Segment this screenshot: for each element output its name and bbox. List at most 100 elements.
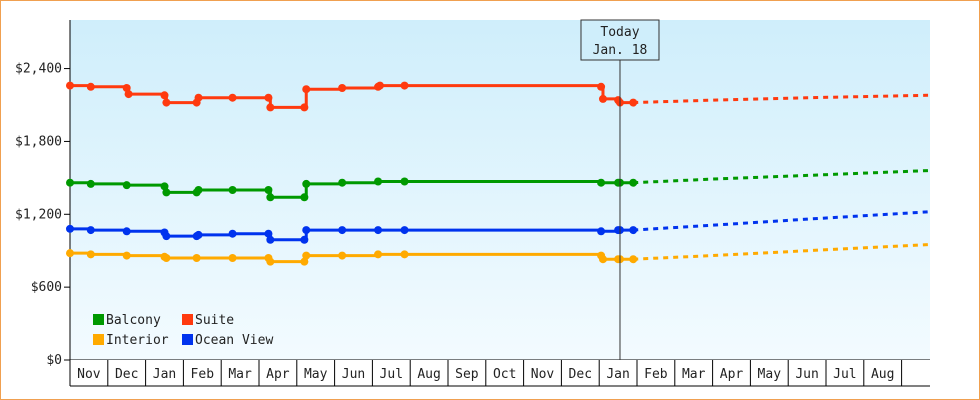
x-tick-label: Nov <box>531 367 555 382</box>
data-point-interior <box>598 255 607 264</box>
data-point-ocean-view <box>338 226 347 235</box>
data-point-interior <box>300 257 309 266</box>
data-point-suite <box>194 93 203 102</box>
data-point-balcony <box>86 179 95 188</box>
data-point-balcony <box>374 177 383 186</box>
y-axis: $0 $600 $1,200 $1,800 $2,400 <box>15 20 71 368</box>
data-point-balcony <box>162 188 171 197</box>
x-tick-label: Jul <box>380 367 403 382</box>
today-date: Jan. 18 <box>593 43 648 58</box>
data-point-balcony <box>160 182 169 191</box>
data-point-suite <box>122 84 131 92</box>
data-point-suite <box>400 81 409 90</box>
x-tick-label: Sep <box>455 367 479 382</box>
data-point-ocean-view <box>66 224 74 233</box>
data-point-ocean-view <box>162 232 171 241</box>
series-interior <box>66 243 929 266</box>
data-point-suite <box>300 103 309 112</box>
data-point-ocean-view <box>228 229 237 238</box>
x-tick-label: Dec <box>115 367 138 382</box>
series-balcony <box>66 169 929 202</box>
data-point-suite <box>338 84 347 92</box>
data-point-interior <box>374 250 383 259</box>
x-tick-label: Jan <box>153 367 176 382</box>
projection-line-ocean-view <box>633 210 929 232</box>
data-point-suite <box>598 94 607 103</box>
data-point-suite <box>266 103 275 112</box>
data-point-suite <box>597 82 606 91</box>
data-point-interior <box>192 254 201 262</box>
y-tick-label: $1,200 <box>15 207 62 222</box>
x-tick-label: Apr <box>266 367 290 382</box>
x-tick-label: Mar <box>228 367 252 382</box>
projection-line-balcony <box>633 169 929 185</box>
data-point-interior <box>228 254 237 262</box>
x-tick-label: Aug <box>871 367 894 382</box>
data-point-ocean-view <box>122 227 131 236</box>
data-point-interior <box>66 249 74 258</box>
data-point-interior <box>122 251 131 260</box>
legend-label-balcony: Balcony <box>106 313 161 328</box>
data-point-balcony <box>597 178 606 187</box>
x-axis-band <box>70 360 930 386</box>
today-label: Today <box>600 25 639 40</box>
data-point-ocean-view <box>300 235 309 244</box>
data-point-balcony <box>122 181 131 190</box>
x-axis: Nov Dec Jan Feb Mar Apr May Jun Jul Aug Sep Oct Nov D… <box>69 359 930 387</box>
x-tick-label: Apr <box>720 367 744 382</box>
y-tick-label: $2,400 <box>15 62 62 77</box>
x-tick-label: Feb <box>644 367 668 382</box>
data-point-balcony <box>266 193 275 202</box>
data-point-suite <box>302 85 311 94</box>
x-tick-label: Dec <box>569 367 592 382</box>
x-tick-label: Nov <box>77 367 101 382</box>
data-point-suite <box>228 93 237 102</box>
legend-swatch-balcony <box>93 314 104 325</box>
series-suite <box>66 81 929 112</box>
legend-label-ocean-view: Ocean View <box>195 333 273 348</box>
today-box <box>580 19 660 61</box>
data-point-balcony <box>66 178 74 187</box>
data-point-suite <box>375 81 384 90</box>
data-point-ocean-view <box>264 229 273 238</box>
x-tick-label: May <box>304 367 328 382</box>
projection-line-suite <box>633 93 929 105</box>
data-point-ocean-view <box>597 227 606 236</box>
x-tick-label: May <box>758 367 782 382</box>
legend-label-suite: Suite <box>195 313 234 328</box>
y-tick-label: $600 <box>31 280 62 295</box>
x-tick-label: Jan <box>606 367 629 382</box>
legend-swatch-suite <box>182 314 193 325</box>
data-point-ocean-view <box>194 230 203 239</box>
data-point-ocean-view <box>374 226 383 235</box>
x-tick-label: Jun <box>342 367 365 382</box>
data-point-suite <box>124 90 133 99</box>
legend: Balcony Suite Interior Ocean View <box>93 313 273 348</box>
data-point-interior <box>266 257 275 266</box>
data-point-suite <box>66 81 74 90</box>
today-marker: Today Jan. 18 <box>580 19 660 360</box>
data-point-ocean-view <box>266 235 275 244</box>
data-point-ocean-view <box>302 226 311 235</box>
x-tick-label: Jun <box>795 367 818 382</box>
data-point-balcony <box>400 177 409 186</box>
x-tick-label: Aug <box>417 367 440 382</box>
x-tick-label: Oct <box>493 367 516 382</box>
y-tick-label: $1,800 <box>15 134 62 149</box>
data-point-interior <box>302 251 311 260</box>
x-tick-label: Mar <box>682 367 706 382</box>
legend-label-interior: Interior <box>106 333 169 348</box>
data-point-interior <box>162 254 171 262</box>
data-point-balcony <box>338 178 347 187</box>
projection-line-interior <box>633 243 929 261</box>
legend-swatch-interior <box>93 334 104 345</box>
data-point-suite <box>160 91 169 100</box>
data-point-ocean-view <box>400 226 409 235</box>
series-layer <box>66 81 929 266</box>
y-tick-label: $0 <box>46 353 62 368</box>
data-point-interior <box>338 251 347 260</box>
data-point-balcony <box>302 179 311 188</box>
data-point-suite <box>86 82 95 91</box>
data-point-balcony <box>264 186 273 194</box>
